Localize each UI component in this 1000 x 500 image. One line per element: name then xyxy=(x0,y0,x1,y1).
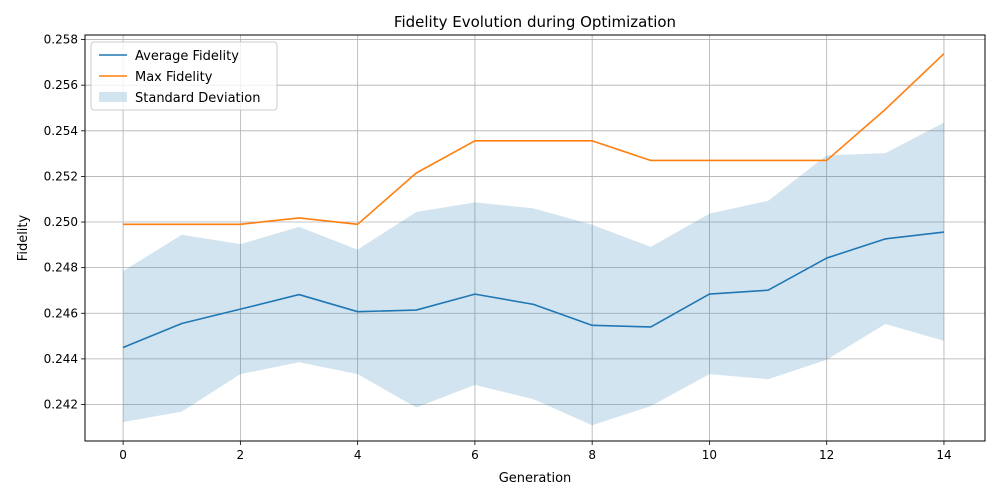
y-axis-label: Fidelity xyxy=(16,214,31,261)
y-tick-label: 0.252 xyxy=(44,169,78,183)
x-tick-label: 14 xyxy=(936,448,951,462)
y-tick-label: 0.256 xyxy=(44,78,78,92)
legend-label-average-fidelity: Average Fidelity xyxy=(135,49,239,64)
chart-title: Fidelity Evolution during Optimization xyxy=(394,13,676,31)
x-tick-label: 12 xyxy=(819,448,834,462)
series-line-average-fidelity xyxy=(122,231,945,349)
legend-box xyxy=(90,41,278,111)
x-axis-ticks: 0 2 4 6 8 10 12 14 xyxy=(119,441,952,462)
x-tick-label: 2 xyxy=(237,448,245,462)
legend-label-standard-deviation: Standard Deviation xyxy=(135,91,260,106)
x-tick-label: 0 xyxy=(119,448,127,462)
x-axis-label: Generation xyxy=(499,471,572,486)
grid-lines xyxy=(85,35,985,441)
x-tick-label: 6 xyxy=(471,448,479,462)
x-tick-label: 4 xyxy=(354,448,362,462)
std-band-layer xyxy=(123,122,944,426)
y-axis-ticks: 0.242 0.244 0.246 0.248 0.250 0.252 0.254 0.256… xyxy=(44,33,85,412)
y-tick-label: 0.242 xyxy=(44,398,78,412)
y-tick-label: 0.244 xyxy=(44,352,78,366)
plot-frame xyxy=(84,34,986,442)
legend-swatch-standard-deviation xyxy=(99,92,127,102)
std-deviation-band xyxy=(123,122,944,426)
legend-label-max-fidelity: Max Fidelity xyxy=(135,70,213,85)
x-tick-label: 10 xyxy=(702,448,717,462)
x-tick-label: 8 xyxy=(588,448,596,462)
series-layer xyxy=(122,53,945,349)
series-line-max-fidelity xyxy=(123,53,945,226)
y-tick-label: 0.254 xyxy=(44,124,78,138)
y-tick-label: 0.258 xyxy=(44,33,78,47)
y-tick-label: 0.250 xyxy=(44,215,78,229)
y-tick-label: 0.246 xyxy=(44,306,78,320)
legend: Average Fidelity Max Fidelity Standard D… xyxy=(90,41,278,111)
y-tick-label: 0.248 xyxy=(44,261,78,275)
